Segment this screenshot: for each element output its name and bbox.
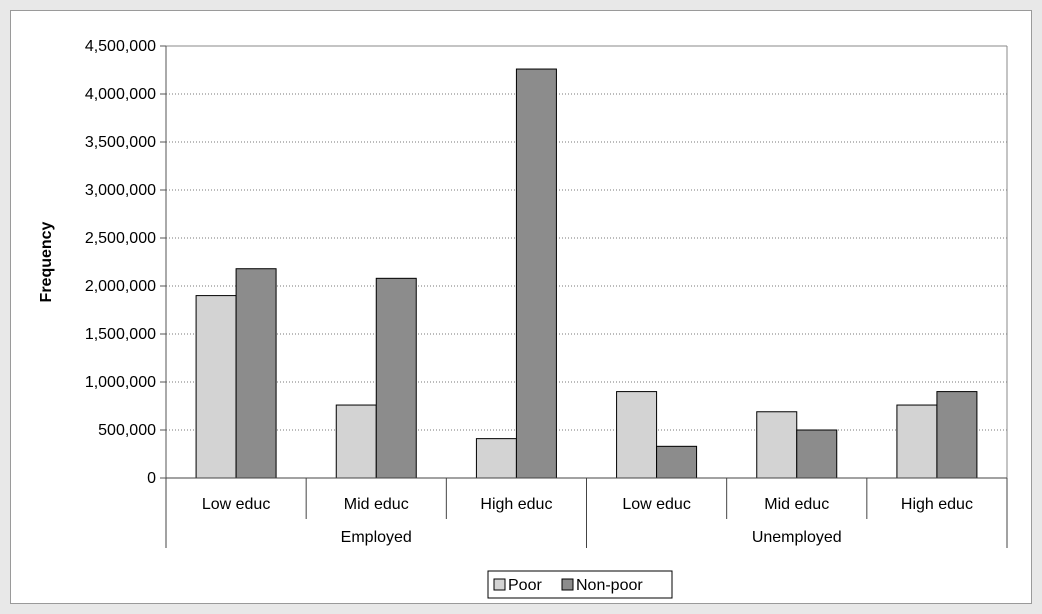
- bar-non-poor-5: [936, 391, 978, 479]
- y-tick-label: 4,000,000: [85, 86, 156, 103]
- y-tick-label: 3,000,000: [85, 182, 156, 199]
- axes: [160, 45, 1008, 548]
- bar-non-poor-1: [375, 277, 417, 479]
- bar-poor-3: [616, 391, 658, 479]
- category-label: High educ: [480, 496, 552, 513]
- legend-box: [487, 570, 673, 599]
- bar-non-poor-3: [656, 445, 698, 479]
- labels: 0 500,000 1,000,000 1,500,000 2,000,000 2,500…: [38, 38, 973, 546]
- group-label: Employed: [341, 529, 412, 546]
- category-label: Low educ: [622, 496, 691, 513]
- legend-swatch-poor: [493, 578, 506, 591]
- y-tick-label: 2,000,000: [85, 278, 156, 295]
- bar-non-poor-2: [515, 68, 557, 479]
- bar-poor-1: [335, 404, 377, 479]
- y-tick-label: 3,500,000: [85, 134, 156, 151]
- legend-label: Non-poor: [576, 577, 643, 594]
- bar-poor-5: [896, 404, 938, 479]
- category-label: Low educ: [202, 496, 271, 513]
- gridlines: [166, 45, 1007, 431]
- bar-non-poor-0: [235, 268, 277, 479]
- bar-non-poor-4: [796, 429, 838, 479]
- legend-swatch-non-poor: [561, 578, 574, 591]
- category-label: High educ: [901, 496, 973, 513]
- bar-poor-4: [756, 411, 798, 479]
- y-tick-label: 500,000: [98, 422, 156, 439]
- legend: Poor Non-poor: [487, 570, 673, 599]
- y-tick-label: 1,000,000: [85, 374, 156, 391]
- chart-frame: 0 500,000 1,000,000 1,500,000 2,000,000 2,500…: [10, 10, 1032, 604]
- y-tick-label: 4,500,000: [85, 38, 156, 55]
- y-axis-title: Frequency: [38, 221, 55, 302]
- bar-chart: 0 500,000 1,000,000 1,500,000 2,000,000 2,500…: [38, 38, 1008, 599]
- category-label: Mid educ: [344, 496, 409, 513]
- y-tick-label: 0: [147, 470, 156, 487]
- group-label: Unemployed: [752, 529, 842, 546]
- bar-poor-2: [475, 438, 517, 479]
- category-label: Mid educ: [764, 496, 829, 513]
- y-tick-label: 1,500,000: [85, 326, 156, 343]
- legend-label: Poor: [508, 577, 542, 594]
- bar-poor-0: [195, 295, 237, 479]
- y-tick-label: 2,500,000: [85, 230, 156, 247]
- bars: [195, 68, 978, 479]
